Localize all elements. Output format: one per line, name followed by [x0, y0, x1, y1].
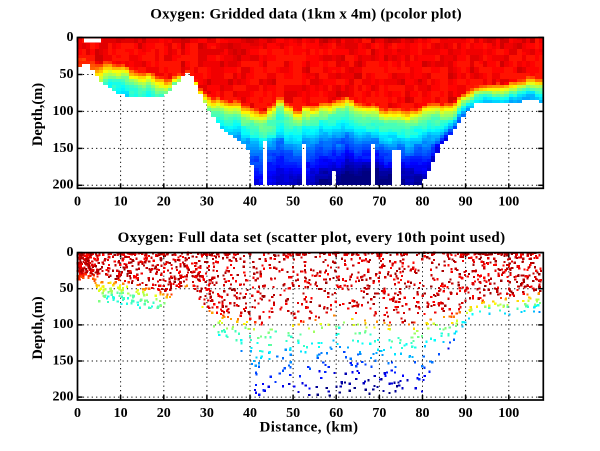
svg-text:100: 100: [498, 194, 519, 209]
svg-text:90: 90: [459, 194, 473, 209]
svg-text:20: 20: [157, 406, 171, 421]
svg-text:150: 150: [53, 353, 74, 368]
svg-text:100: 100: [498, 406, 519, 421]
svg-text:0: 0: [67, 245, 74, 260]
svg-text:150: 150: [53, 141, 74, 156]
svg-text:80: 80: [416, 406, 430, 421]
svg-text:40: 40: [243, 406, 257, 421]
svg-text:0: 0: [67, 30, 74, 45]
svg-text:10: 10: [114, 406, 128, 421]
svg-text:Depth,(m): Depth,(m): [30, 83, 46, 146]
svg-text:40: 40: [243, 194, 257, 209]
svg-text:50: 50: [286, 194, 300, 209]
svg-text:20: 20: [157, 194, 171, 209]
svg-text:Distance, (km): Distance, (km): [260, 420, 359, 436]
svg-text:60: 60: [329, 194, 343, 209]
svg-text:Oxygen: Gridded data (1km x 4m: Oxygen: Gridded data (1km x 4m) (pcolor …: [150, 7, 462, 23]
svg-text:200: 200: [53, 178, 74, 193]
svg-text:70: 70: [372, 406, 386, 421]
svg-text:100: 100: [53, 317, 74, 332]
svg-text:0: 0: [74, 406, 81, 421]
svg-text:0: 0: [74, 194, 81, 209]
svg-text:10: 10: [114, 194, 128, 209]
svg-text:50: 50: [60, 281, 74, 296]
svg-text:80: 80: [416, 194, 430, 209]
svg-text:30: 30: [200, 194, 214, 209]
svg-text:50: 50: [286, 406, 300, 421]
svg-text:Depth,(m): Depth,(m): [30, 296, 46, 359]
svg-text:30: 30: [200, 406, 214, 421]
svg-text:90: 90: [459, 406, 473, 421]
svg-text:60: 60: [329, 406, 343, 421]
svg-text:70: 70: [372, 194, 386, 209]
svg-text:50: 50: [60, 67, 74, 82]
svg-text:Oxygen: Full data set (scatter: Oxygen: Full data set (scatter plot, eve…: [118, 230, 506, 246]
svg-text:100: 100: [53, 104, 74, 119]
svg-text:200: 200: [53, 390, 74, 405]
